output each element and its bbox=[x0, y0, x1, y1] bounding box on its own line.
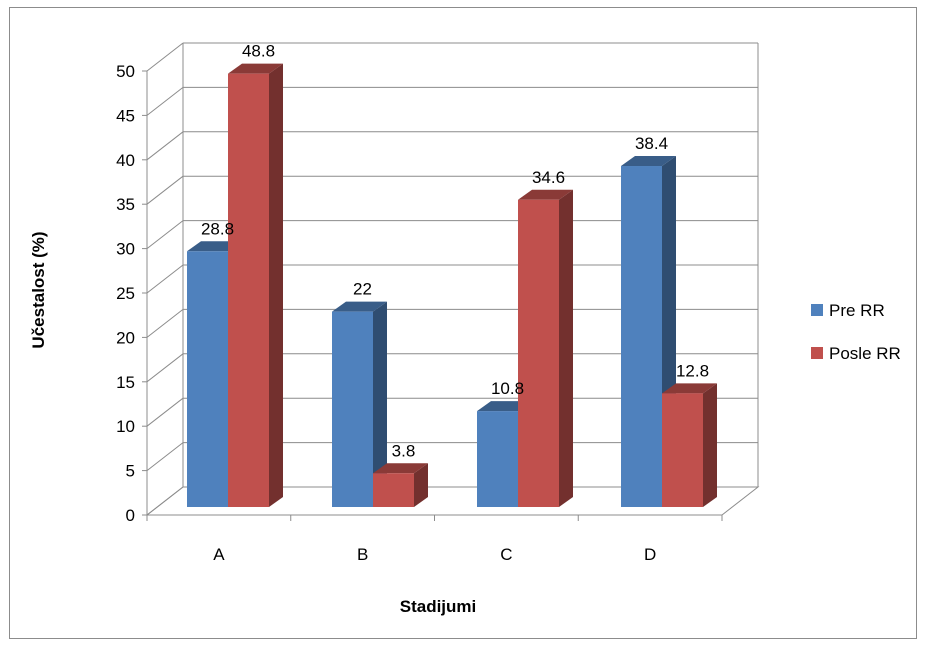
axes: 0 5 10 15 20 25 30 35 40 45 50 A B C D bbox=[116, 62, 723, 564]
data-label: 10.8 bbox=[491, 379, 524, 398]
bar-side bbox=[703, 383, 717, 507]
gridline-side bbox=[146, 131, 184, 161]
y-tick-label: 10 bbox=[116, 417, 135, 436]
bar-side bbox=[559, 189, 573, 507]
bar-posle-rr-b bbox=[373, 463, 428, 507]
gridline-side bbox=[146, 486, 184, 516]
y-tick-label: 45 bbox=[116, 106, 135, 125]
y-tick-label: 20 bbox=[116, 328, 135, 347]
y-tick-label: 35 bbox=[116, 195, 135, 214]
legend: Pre RR Posle RR bbox=[811, 301, 901, 363]
y-tick-label: 40 bbox=[116, 151, 135, 170]
legend-label: Posle RR bbox=[829, 344, 901, 363]
gridline-side bbox=[146, 397, 184, 427]
bar-front bbox=[477, 411, 518, 507]
bar-front bbox=[228, 73, 269, 507]
data-labels: 28.8 22 10.8 38.4 48.8 3.8 34.6 12.8 bbox=[201, 42, 709, 461]
legend-item-pre-rr: Pre RR bbox=[811, 301, 885, 320]
gridline-side bbox=[146, 220, 184, 249]
data-label: 38.4 bbox=[635, 134, 668, 153]
y-tick-label: 5 bbox=[126, 462, 135, 481]
legend-swatch bbox=[811, 304, 823, 316]
bar-posle-rr-c bbox=[518, 189, 573, 507]
bar-front bbox=[187, 251, 228, 507]
bar-front bbox=[621, 166, 662, 507]
y-tick-label: 25 bbox=[116, 284, 135, 303]
bar-front bbox=[332, 311, 373, 507]
x-axis-title: Stadijumi bbox=[400, 597, 477, 616]
legend-label: Pre RR bbox=[829, 301, 885, 320]
bars bbox=[187, 63, 717, 508]
x-tick-label: D bbox=[644, 545, 656, 564]
gridline-side bbox=[146, 175, 184, 205]
gridline-side bbox=[146, 309, 184, 338]
bar-top bbox=[228, 63, 283, 74]
bar-front bbox=[518, 199, 559, 507]
bar-posle-rr-a bbox=[228, 63, 283, 507]
gridline-side bbox=[146, 264, 184, 294]
bar-side bbox=[414, 463, 428, 507]
data-label: 34.6 bbox=[532, 168, 565, 187]
x-tick-label: A bbox=[213, 545, 225, 564]
y-tick-label: 15 bbox=[116, 373, 135, 392]
y-tick-label: 50 bbox=[116, 62, 135, 81]
data-label: 3.8 bbox=[392, 441, 416, 460]
data-label: 12.8 bbox=[676, 361, 709, 380]
data-label: 48.8 bbox=[242, 42, 275, 61]
data-label: 28.8 bbox=[201, 219, 234, 238]
bar-top bbox=[518, 189, 573, 200]
gridline-side bbox=[146, 42, 184, 72]
y-tick-label: 30 bbox=[116, 240, 135, 259]
bar-front bbox=[662, 393, 703, 507]
gridline-side bbox=[146, 87, 184, 116]
chart-frame bbox=[9, 7, 917, 639]
bar-side bbox=[269, 63, 283, 507]
bar-side bbox=[373, 301, 387, 507]
bar-pre-rr-b bbox=[332, 301, 387, 507]
bar-top bbox=[662, 383, 717, 394]
legend-item-posle-rr: Posle RR bbox=[811, 344, 901, 363]
bar-top bbox=[332, 301, 387, 312]
y-tick-label: 0 bbox=[126, 506, 135, 525]
x-tick-label: C bbox=[500, 545, 512, 564]
bar-front bbox=[373, 473, 414, 507]
gridline-side bbox=[146, 353, 184, 383]
bar-posle-rr-d bbox=[662, 383, 717, 507]
bar-top bbox=[373, 463, 428, 474]
gridline-side bbox=[146, 442, 184, 471]
bar-top bbox=[621, 156, 676, 167]
legend-swatch bbox=[811, 347, 823, 359]
x-tick-label: B bbox=[357, 545, 368, 564]
y-axis-title: Učestalost (%) bbox=[29, 231, 48, 348]
data-label: 22 bbox=[353, 280, 372, 299]
